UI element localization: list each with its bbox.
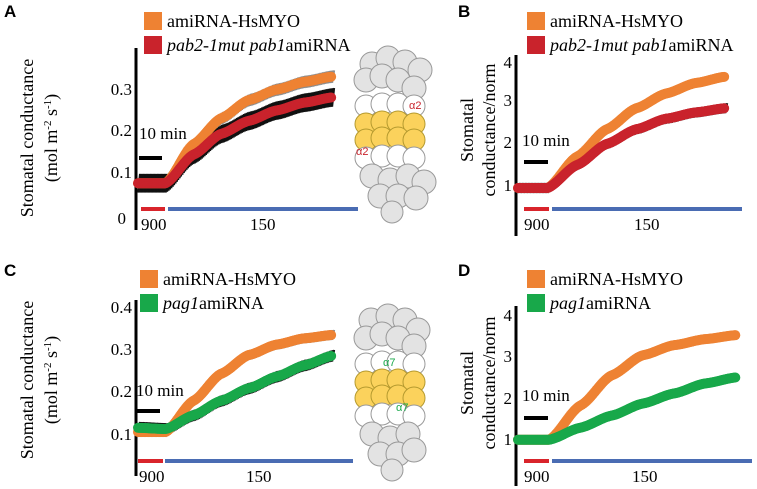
y-tick-label-a-0: 0 bbox=[118, 209, 127, 228]
subunit-cap bbox=[380, 458, 404, 482]
legend-d-green-swatch bbox=[527, 294, 545, 312]
legend-d-series-1: amiRNA-HsMYO bbox=[550, 269, 683, 289]
alpha-label-a-bottom: α2 bbox=[356, 146, 368, 158]
light-label-150-a: 150 bbox=[250, 215, 276, 234]
plot-area-c bbox=[133, 329, 337, 438]
y-axis-units-d: conductance/norm bbox=[479, 317, 499, 450]
legend-c-series-2: pag1amiRNA bbox=[161, 293, 264, 313]
panel-b-letter: B bbox=[458, 2, 470, 21]
scale-bar-label-d: 10 min bbox=[522, 386, 570, 405]
data-point bbox=[326, 350, 337, 361]
proteasome-structure-c: α7 α7 bbox=[353, 303, 431, 482]
y-tick-label-b-3: 3 bbox=[504, 91, 513, 110]
panel-c: C amiRNA-HsMYO pag1amiRNA Stomatal condu… bbox=[4, 261, 431, 486]
light-label-900-c: 900 bbox=[139, 467, 165, 486]
legend-b-red-swatch bbox=[527, 36, 545, 54]
alpha-label-c-bottom: α7 bbox=[396, 402, 408, 414]
y-axis-units-b: conductance/norm bbox=[479, 64, 499, 197]
data-point bbox=[719, 71, 730, 82]
light-label-900-a: 900 bbox=[141, 215, 167, 234]
series-b-2 bbox=[513, 103, 730, 193]
proteasome-structure-a: α2 α2 bbox=[353, 45, 437, 224]
legend-c-green-swatch bbox=[140, 294, 158, 312]
y-axis-units-a: (mol m-2 s-1) bbox=[41, 94, 62, 182]
y-axis-title-a: Stomatal conductance bbox=[17, 59, 37, 217]
subunit-cap bbox=[403, 185, 429, 211]
plot-area-a bbox=[133, 70, 337, 193]
panel-b: B amiRNA-HsMYO pab2-1mut pab1amiRNA Stom… bbox=[457, 2, 742, 236]
y-tick-label-b-4: 4 bbox=[504, 53, 513, 72]
legend-b-series-1: amiRNA-HsMYO bbox=[550, 11, 683, 31]
series-a-2 bbox=[133, 92, 337, 189]
panel-d-letter: D bbox=[458, 261, 470, 280]
y-tick-label-a-0.2: 0.2 bbox=[111, 121, 132, 140]
legend-d-orange-swatch bbox=[527, 270, 545, 288]
y-tick-label-b-1: 1 bbox=[504, 176, 513, 195]
plot-area-d bbox=[513, 330, 741, 445]
scale-bar-label-c: 10 min bbox=[136, 381, 184, 400]
y-tick-label-a-0.1: 0.1 bbox=[111, 163, 132, 182]
subunit-cap bbox=[401, 437, 427, 463]
plot-area-b bbox=[513, 71, 730, 194]
y-tick-label-d-4: 4 bbox=[504, 306, 513, 325]
legend-d-series-2: pag1amiRNA bbox=[548, 293, 651, 313]
light-label-150-d: 150 bbox=[632, 467, 658, 486]
y-axis-title-c: Stomatal conductance bbox=[17, 301, 37, 459]
legend-c-series-1: amiRNA-HsMYO bbox=[163, 269, 296, 289]
y-tick-label-b-2: 2 bbox=[504, 133, 513, 152]
y-axis-units-c: (mol m-2 s-1) bbox=[41, 336, 62, 424]
alpha-label-c-top: α7 bbox=[383, 357, 395, 369]
subunit-cap bbox=[380, 200, 404, 224]
data-point bbox=[730, 372, 741, 383]
data-point bbox=[326, 71, 337, 82]
y-tick-label-a-0.3: 0.3 bbox=[111, 80, 132, 99]
scale-bar-label-b: 10 min bbox=[522, 131, 570, 150]
y-axis-title-b: Stomatal bbox=[457, 98, 477, 162]
legend-a-orange-swatch bbox=[144, 12, 162, 30]
data-point bbox=[326, 92, 337, 103]
scale-bar-label-a: 10 min bbox=[139, 124, 187, 143]
y-tick-label-d-3: 3 bbox=[504, 347, 513, 366]
panel-a-letter: A bbox=[4, 2, 16, 21]
legend-a-series-1: amiRNA-HsMYO bbox=[167, 11, 300, 31]
series-c-2 bbox=[133, 350, 337, 435]
panel-a: A amiRNA-HsMYO pab2-1mut pab1amiRNA Stom… bbox=[4, 2, 437, 234]
panel-d: D amiRNA-HsMYO pag1amiRNA Stomatal condu… bbox=[457, 261, 752, 486]
panel-c-letter: C bbox=[4, 261, 16, 280]
legend-c-orange-swatch bbox=[140, 270, 158, 288]
y-tick-label-c-0.2: 0.2 bbox=[111, 382, 132, 401]
y-tick-label-c-0.3: 0.3 bbox=[111, 340, 132, 359]
y-tick-label-c-0.1: 0.1 bbox=[111, 425, 132, 444]
light-label-900-b: 900 bbox=[524, 215, 550, 234]
data-point bbox=[719, 103, 730, 114]
legend-a-red-swatch bbox=[144, 36, 162, 54]
data-point bbox=[730, 330, 741, 341]
legend-b-series-2: pab2-1mut pab1amiRNA bbox=[548, 35, 734, 55]
y-tick-label-c-0.4: 0.4 bbox=[111, 298, 133, 317]
y-axis-title-d: Stomatal bbox=[457, 351, 477, 415]
series-d-2 bbox=[513, 372, 741, 445]
alpha-label-a-top: α2 bbox=[409, 100, 421, 112]
light-label-150-c: 150 bbox=[246, 467, 272, 486]
light-label-900-d: 900 bbox=[524, 467, 550, 486]
legend-a-series-2: pab2-1mut pab1amiRNA bbox=[165, 35, 351, 55]
data-point bbox=[326, 330, 337, 341]
y-tick-label-d-1: 1 bbox=[504, 430, 513, 449]
light-label-150-b: 150 bbox=[634, 215, 660, 234]
y-tick-label-d-2: 2 bbox=[504, 389, 513, 408]
legend-b-orange-swatch bbox=[527, 12, 545, 30]
